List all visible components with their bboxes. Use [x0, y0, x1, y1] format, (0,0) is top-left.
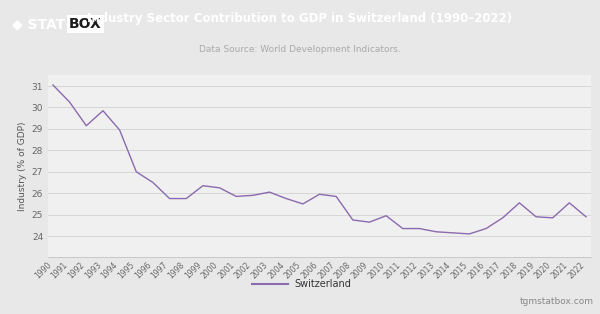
Y-axis label: Industry (% of GDP): Industry (% of GDP)	[19, 122, 28, 211]
Text: ◆ STAT: ◆ STAT	[12, 17, 65, 31]
Text: BOX: BOX	[69, 17, 102, 31]
Text: Industry Sector Contribution to GDP in Switzerland (1990–2022): Industry Sector Contribution to GDP in S…	[88, 13, 512, 25]
Text: tgmstatbox.com: tgmstatbox.com	[520, 296, 594, 306]
Text: Data Source: World Development Indicators.: Data Source: World Development Indicator…	[199, 45, 401, 54]
Text: Switzerland: Switzerland	[294, 279, 351, 289]
